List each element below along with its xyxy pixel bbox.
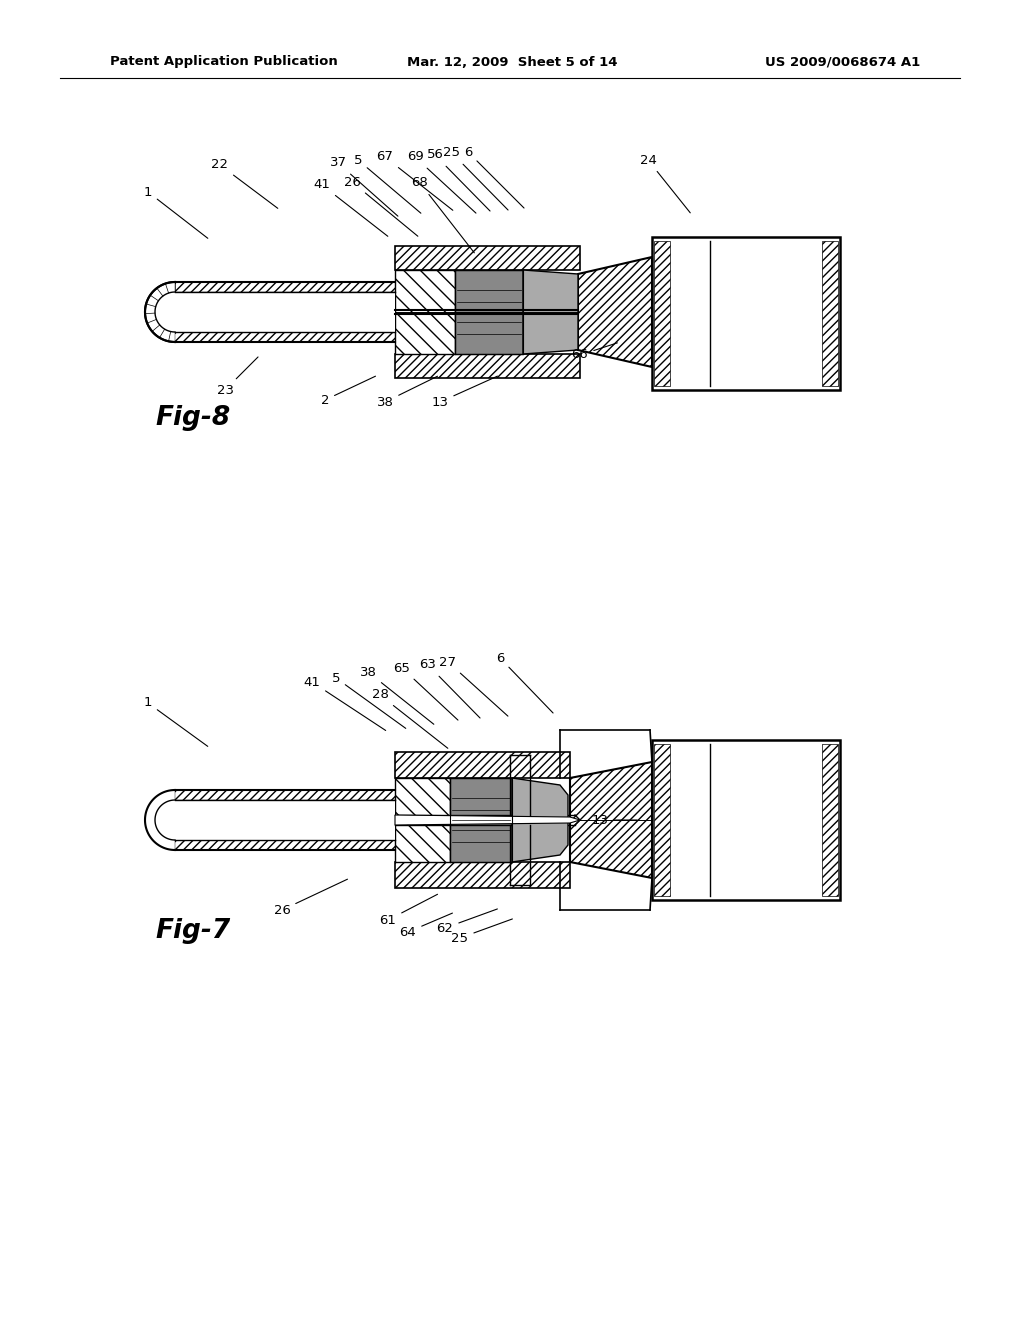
Bar — [175, 840, 395, 850]
Bar — [155, 800, 395, 840]
Bar — [395, 777, 450, 862]
Polygon shape — [570, 762, 652, 878]
Text: Fig-8: Fig-8 — [155, 405, 230, 432]
Polygon shape — [395, 814, 580, 825]
Text: 1: 1 — [143, 186, 208, 239]
Polygon shape — [512, 777, 568, 862]
Text: 41: 41 — [313, 178, 388, 236]
Bar — [395, 752, 570, 777]
Text: 2: 2 — [321, 376, 376, 407]
Bar — [455, 271, 523, 354]
Text: 38: 38 — [377, 376, 437, 408]
Text: 68: 68 — [412, 177, 474, 253]
Bar — [395, 862, 570, 888]
Text: 38: 38 — [359, 665, 434, 725]
Text: 63: 63 — [420, 659, 480, 718]
Text: 37: 37 — [330, 157, 398, 216]
Text: 69: 69 — [407, 150, 476, 213]
Text: 1: 1 — [143, 697, 208, 746]
Text: US 2009/0068674 A1: US 2009/0068674 A1 — [765, 55, 920, 69]
Text: 26: 26 — [273, 879, 347, 916]
Text: 13: 13 — [431, 376, 498, 408]
Bar — [822, 242, 838, 385]
Text: 25: 25 — [452, 919, 512, 945]
Bar — [395, 354, 580, 378]
Bar — [395, 246, 580, 271]
Text: 25: 25 — [443, 147, 508, 210]
Text: 22: 22 — [212, 158, 278, 209]
Bar — [155, 292, 395, 333]
Bar — [175, 333, 395, 342]
Bar — [654, 744, 670, 896]
Bar — [450, 777, 512, 862]
Text: 64: 64 — [399, 913, 453, 939]
Text: 5: 5 — [332, 672, 406, 729]
Bar — [652, 741, 840, 900]
Text: 65: 65 — [393, 661, 458, 721]
Bar — [175, 789, 395, 800]
Polygon shape — [578, 257, 652, 367]
Text: 66: 66 — [571, 343, 617, 362]
Text: 13: 13 — [592, 813, 637, 826]
Text: 27: 27 — [439, 656, 508, 717]
Text: 56: 56 — [427, 149, 490, 211]
Bar — [822, 744, 838, 896]
Text: Fig-7: Fig-7 — [155, 917, 230, 944]
Text: 23: 23 — [216, 356, 258, 396]
Polygon shape — [523, 271, 578, 354]
Bar — [654, 242, 670, 385]
Text: 5: 5 — [353, 153, 421, 214]
Text: 26: 26 — [344, 176, 418, 236]
Text: 28: 28 — [372, 689, 447, 748]
Text: 6: 6 — [496, 652, 553, 713]
Text: 41: 41 — [303, 676, 386, 730]
Bar — [652, 238, 840, 389]
Text: 62: 62 — [436, 909, 498, 935]
Bar — [175, 282, 395, 292]
Text: Mar. 12, 2009  Sheet 5 of 14: Mar. 12, 2009 Sheet 5 of 14 — [407, 55, 617, 69]
Text: 6: 6 — [464, 145, 524, 209]
Text: 24: 24 — [640, 153, 690, 213]
Bar — [395, 271, 455, 354]
Text: 67: 67 — [377, 150, 453, 210]
Text: Patent Application Publication: Patent Application Publication — [110, 55, 338, 69]
Text: 61: 61 — [380, 894, 437, 927]
